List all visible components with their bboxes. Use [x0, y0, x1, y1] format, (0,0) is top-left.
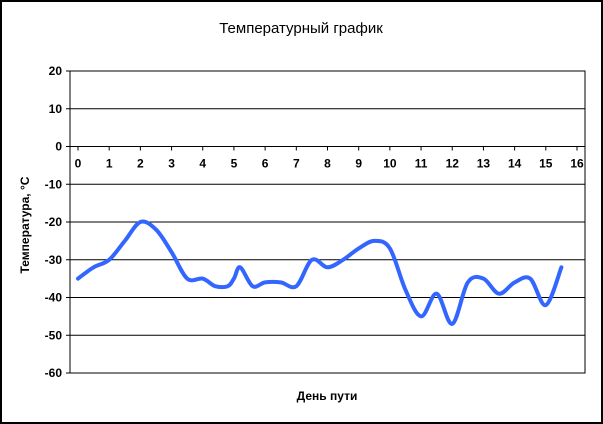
y-tick-labels: 20 10 0 -10 -20 -30 -40 -50 -60: [45, 64, 63, 380]
y-tick-label: 20: [49, 64, 63, 78]
x-tick-labels: 0 1 2 3 4 5 6 7 8 9 10 11 12 13 14 15 16: [75, 146, 584, 171]
y-tick-label: -50: [45, 328, 63, 342]
y-tick-label: -60: [45, 366, 63, 380]
x-tick-label: 14: [508, 157, 522, 171]
x-tick-label: 9: [355, 157, 362, 171]
y-tick-label: -40: [45, 291, 63, 305]
x-tick-label: 10: [383, 157, 397, 171]
y-tick-label: -10: [45, 177, 63, 191]
y-tick-label: -20: [45, 215, 63, 229]
x-tick-label: 5: [231, 157, 238, 171]
y-tick-label: 10: [49, 102, 63, 116]
x-tick-label: 13: [477, 157, 491, 171]
x-tick-label: 4: [199, 157, 206, 171]
x-tick-label: 11: [415, 157, 428, 171]
series-line-temperature: [76, 219, 564, 326]
x-tick-label: 3: [168, 157, 175, 171]
y-axis-title: Температура, °С: [18, 176, 32, 273]
x-tick-label: 8: [324, 157, 331, 171]
x-tick-label: 15: [539, 157, 553, 171]
y-tick-label: -30: [45, 253, 63, 267]
x-tick-label: 12: [446, 157, 460, 171]
x-tick-label: 0: [75, 157, 82, 171]
x-tick-label: 7: [293, 157, 300, 171]
chart-title: Температурный график: [219, 20, 383, 37]
x-axis-title: День пути: [297, 389, 358, 403]
x-tick-label: 6: [262, 157, 269, 171]
x-tick-label: 1: [106, 157, 113, 171]
x-tick-label: 2: [137, 157, 144, 171]
x-tick-label: 16: [570, 157, 584, 171]
y-tick-label: 0: [55, 140, 62, 154]
